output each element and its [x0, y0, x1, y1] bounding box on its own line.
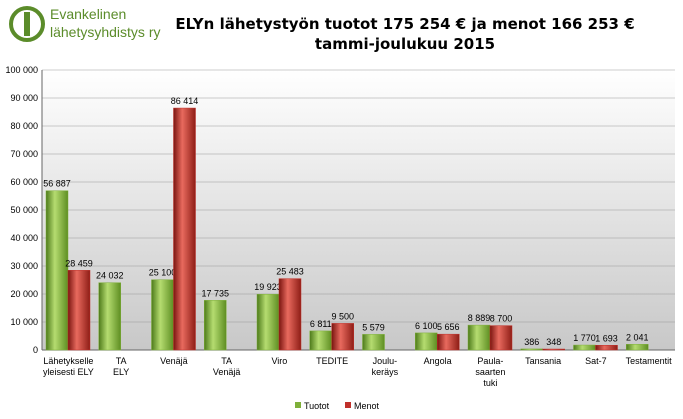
bar — [573, 344, 596, 351]
value-label: 348 — [546, 337, 561, 347]
bar — [362, 334, 385, 351]
y-tick-label: 30 000 — [10, 261, 38, 271]
bar — [256, 293, 280, 351]
bar — [204, 300, 227, 351]
bar — [415, 332, 438, 351]
bar — [331, 323, 354, 351]
value-label: 17 735 — [201, 288, 229, 298]
x-tick-label: Viro — [271, 356, 287, 366]
logo-mark — [9, 6, 45, 42]
y-tick-label: 80 000 — [10, 121, 38, 131]
chart-title: tammi-joulukuu 2015 — [315, 35, 495, 53]
value-label: 24 032 — [96, 271, 124, 281]
x-tick-label: Paula-saarten tuki — [475, 356, 505, 388]
x-tick-label: Lähetykselle yleisesti ELY — [43, 356, 94, 377]
value-label: 386 — [524, 337, 539, 347]
bar — [595, 345, 618, 351]
y-tick-label: 100 000 — [5, 65, 38, 75]
legend-swatch — [345, 402, 351, 408]
bar — [278, 278, 302, 351]
legend-label: Menot — [354, 401, 380, 411]
value-label: 56 887 — [43, 179, 71, 189]
value-label: 25 483 — [276, 267, 304, 277]
y-tick-label: 20 000 — [10, 289, 38, 299]
bar — [45, 190, 69, 351]
value-label: 25 100 — [149, 268, 177, 278]
bar — [520, 348, 543, 351]
y-tick-label: 0 — [33, 345, 38, 355]
bar — [542, 348, 565, 351]
value-label: 5 579 — [362, 322, 385, 332]
legend-label: Tuotot — [304, 401, 330, 411]
bar — [67, 270, 91, 351]
y-tick-label: 10 000 — [10, 317, 38, 327]
x-tick-label: Joulu-keräys — [372, 356, 399, 377]
bar — [437, 333, 460, 351]
logo-cross — [24, 12, 30, 36]
x-tick-label: Testamentit — [626, 356, 673, 366]
value-label: 1 770 — [573, 333, 596, 343]
logo-text: lähetysyhdistys ry — [50, 24, 160, 40]
value-label: 86 414 — [171, 96, 199, 106]
x-tick-label: TA Venäjä — [213, 356, 241, 377]
y-tick-label: 60 000 — [10, 177, 38, 187]
x-tick-label: Tansania — [525, 356, 561, 366]
bar — [626, 344, 649, 351]
y-tick-label: 50 000 — [10, 205, 38, 215]
bar — [489, 325, 513, 351]
x-tick-label: Angola — [424, 356, 452, 366]
value-label: 8 889 — [468, 313, 491, 323]
value-label: 1 693 — [595, 333, 618, 343]
value-label: 6 100 — [415, 321, 438, 331]
x-tick-label: Sat-7 — [585, 356, 607, 366]
chart-title: ELYn lähetystyön tuotot 175 254 € ja men… — [175, 15, 634, 33]
value-label: 9 500 — [331, 311, 354, 321]
x-tick-label: TA ELY — [113, 356, 129, 377]
value-label: 6 811 — [310, 319, 332, 329]
value-label: 19 923 — [254, 282, 282, 292]
value-label: 28 459 — [65, 258, 93, 268]
bar — [467, 324, 491, 351]
bar — [173, 107, 196, 351]
bar — [151, 279, 174, 351]
y-tick-label: 40 000 — [10, 233, 38, 243]
bar — [309, 330, 332, 351]
y-tick-label: 90 000 — [10, 93, 38, 103]
bar — [98, 282, 121, 351]
legend-swatch — [295, 402, 301, 408]
logo-text: Evankelinen — [50, 6, 126, 22]
value-label: 5 656 — [437, 322, 460, 332]
value-label: 2 041 — [626, 332, 649, 342]
value-label: 8 700 — [490, 314, 513, 324]
y-tick-label: 70 000 — [10, 149, 38, 159]
x-tick-label: TEDITE — [316, 356, 348, 366]
x-tick-label: Venäjä — [160, 356, 188, 366]
